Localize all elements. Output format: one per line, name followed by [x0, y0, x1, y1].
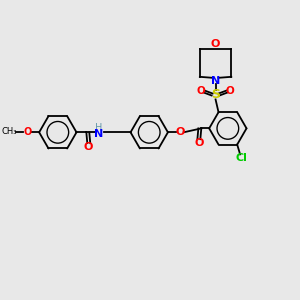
Text: O: O: [211, 39, 220, 50]
Text: O: O: [84, 142, 93, 152]
Text: N: N: [94, 129, 104, 139]
Text: O: O: [226, 85, 235, 96]
Text: CH₃: CH₃: [2, 127, 17, 136]
Text: N: N: [211, 76, 220, 86]
Text: H: H: [95, 123, 103, 134]
Text: Cl: Cl: [235, 153, 247, 163]
Text: S: S: [211, 88, 220, 101]
Text: O: O: [175, 127, 184, 137]
Text: O: O: [196, 85, 205, 96]
Text: O: O: [23, 127, 32, 137]
Text: O: O: [195, 138, 204, 148]
